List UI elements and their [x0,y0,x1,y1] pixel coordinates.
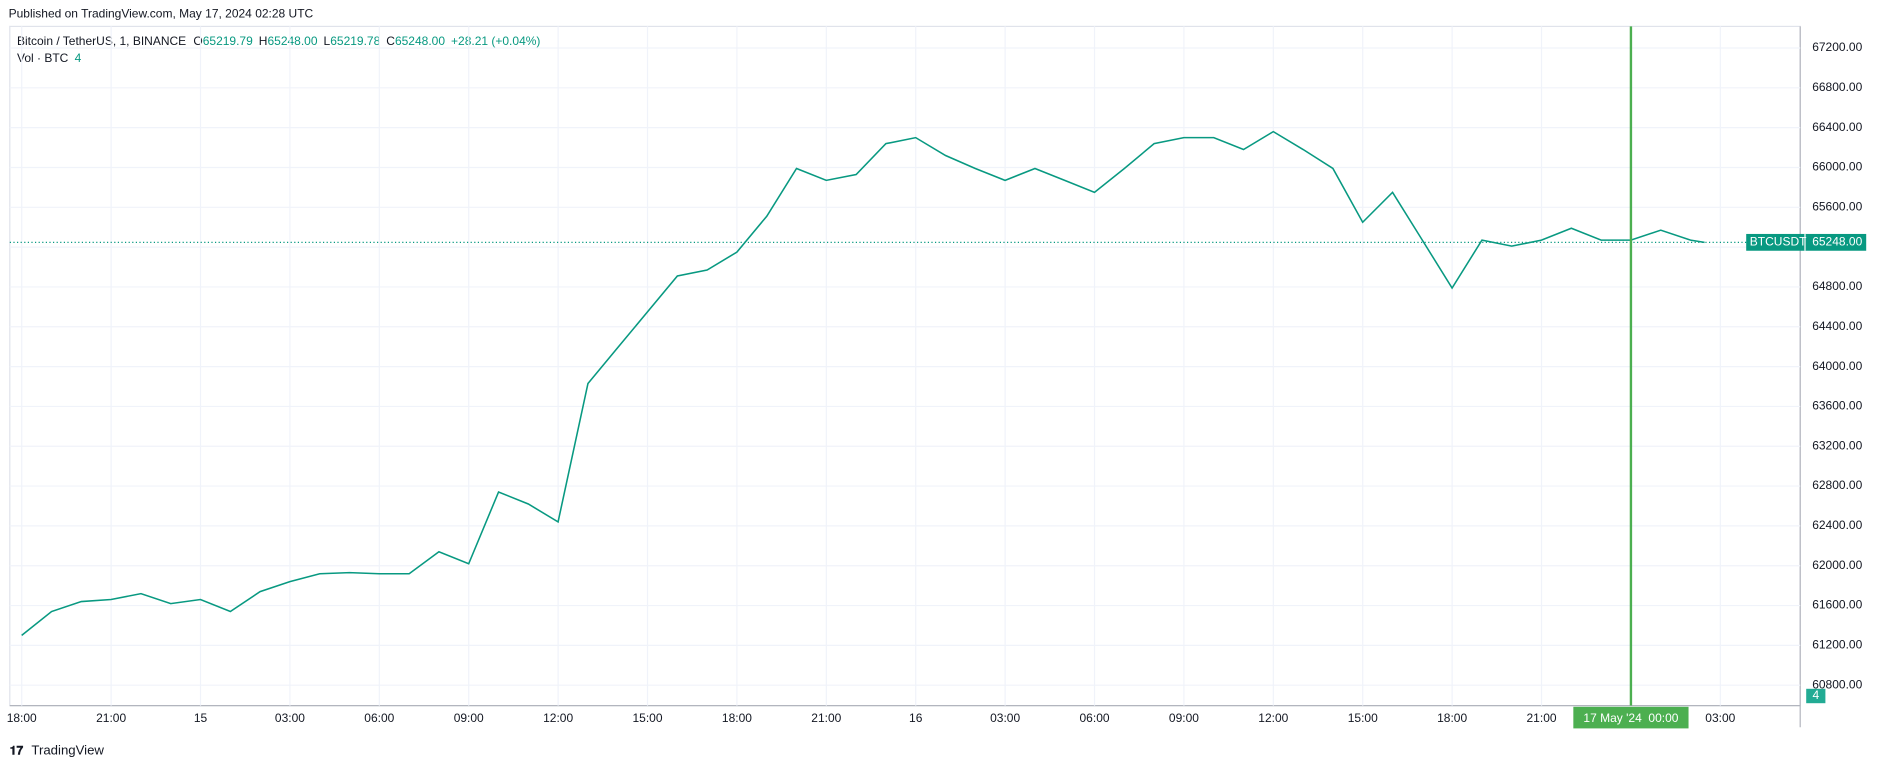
change: +28.21 (+0.04%) [451,34,540,48]
y-tick-label: 64800.00 [1812,279,1862,293]
footer-brand: TradingView [31,743,104,758]
y-tick-label: 61200.00 [1812,638,1862,652]
volume-name: Vol · BTC [17,51,69,65]
x-tick-label: 15:00 [1348,711,1378,725]
x-tick-label: 03:00 [990,711,1020,725]
symbol: Bitcoin / TetherUS, 1, BINANCE [17,34,186,48]
y-tick-label: 63200.00 [1812,438,1862,452]
x-tick-label: 21:00 [96,711,126,725]
crosshair-label-box [1573,706,1689,729]
ohlc-value: 65219.79 [203,34,253,48]
crosshair-label: 17 May '24 00:00 [1583,711,1678,725]
ohlc-value: 65248.00 [395,34,445,48]
volume-label: 4 [1812,688,1819,702]
x-tick-label: 18:00 [1437,711,1467,725]
last-price-box [1746,233,1867,251]
x-tick-label: 15 [194,711,208,725]
volume-label-box [1806,688,1826,704]
x-tick-label: 16 [909,711,923,725]
last-price-label: 65248.00 [1812,235,1862,249]
y-tick-label: 66000.00 [1812,160,1862,174]
y-tick-label: 66800.00 [1812,80,1862,94]
x-tick-label: 12:00 [1258,711,1288,725]
x-tick-label: 18:00 [7,711,37,725]
y-tick-label: 62400.00 [1812,518,1862,532]
x-tick-label: 09:00 [454,711,484,725]
y-tick-label: 62800.00 [1812,478,1862,492]
ohlc-value: 65219.78 [330,34,380,48]
x-tick-label: 09:00 [1169,711,1199,725]
x-tick-label: 03:00 [1705,711,1735,725]
published: Published on TradingView.com, May 17, 20… [9,7,314,21]
x-tick-label: 21:00 [1527,711,1557,725]
x-tick-label: 15:00 [633,711,663,725]
ohlc-key: O [193,34,202,48]
y-tick-label: 60800.00 [1812,677,1862,691]
tv-logo: 𝟏𝟕 [10,743,24,757]
y-tick-label: 64400.00 [1812,319,1862,333]
volume-value: 4 [75,51,82,65]
y-tick-label: 61600.00 [1812,598,1862,612]
ohlc-legend: O 65219.79 H 65248.00 L 65219.78 C 65248.00 +28.… [193,34,540,48]
x-tick-label: 21:00 [811,711,841,725]
price-line [21,130,1705,637]
y-tick-label: 65600.00 [1812,199,1862,213]
ohlc-key: H [259,34,268,48]
y-tick-label: 66400.00 [1812,120,1862,134]
y-tick-label: 64000.00 [1812,359,1862,373]
x-tick-label: 06:00 [364,711,394,725]
ohlc-value: 65248.00 [267,34,317,48]
ohlc-key: C [386,34,395,48]
y-tick-label: 63600.00 [1812,399,1862,413]
last-price-name: BTCUSDT [1750,235,1807,249]
x-tick-label: 06:00 [1080,711,1110,725]
y-tick-label: 62000.00 [1812,558,1862,572]
ohlc-key: L [324,34,331,48]
y-tick-label: 67200.00 [1812,40,1862,54]
x-tick-label: 18:00 [722,711,752,725]
x-tick-label: 03:00 [275,711,305,725]
x-tick-label: 12:00 [543,711,573,725]
